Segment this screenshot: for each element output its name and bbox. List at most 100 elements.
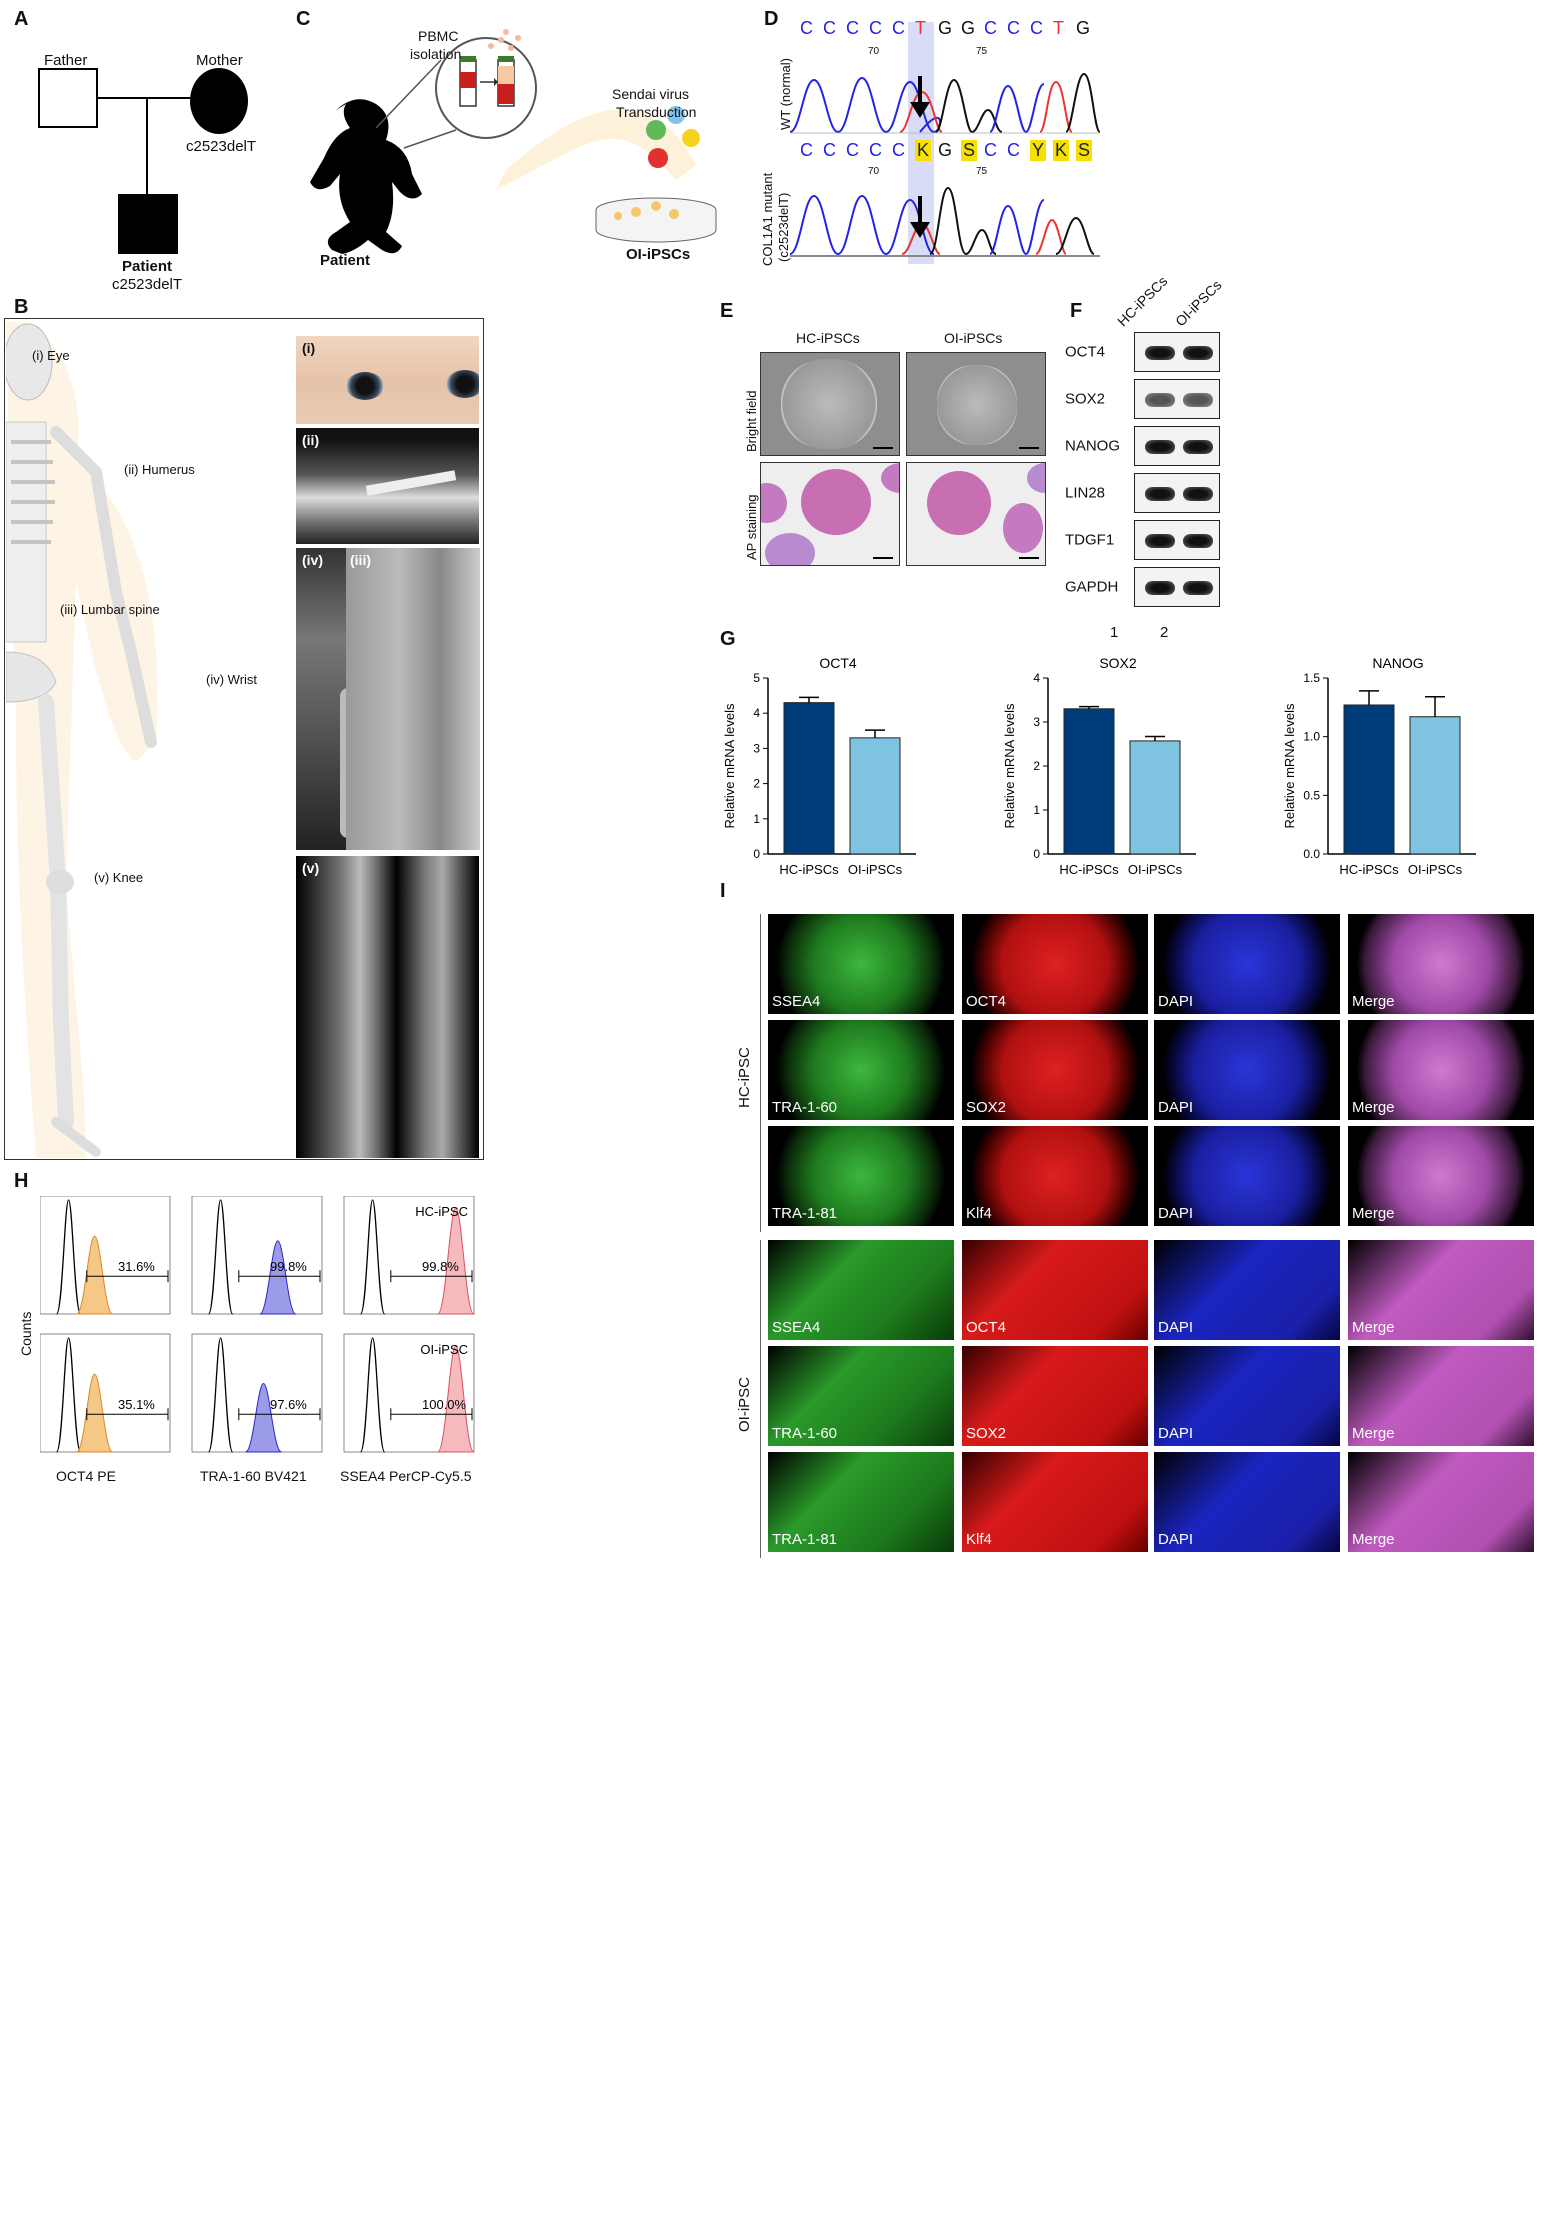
bar-chart-sox2: SOX2 Relative mRNA levels 0 1 2 3 4 HC-iPSCs OI-…: [1002, 655, 1196, 877]
descent-line: [146, 97, 148, 194]
morph-row-ap: AP staining: [744, 494, 759, 560]
panel-label-g: G: [720, 628, 736, 650]
if-image-tra-1-60: TRA-1-60: [768, 1020, 954, 1120]
if-channel-label: DAPI: [1158, 993, 1194, 1010]
morph-col-hc: HC-iPSCs: [796, 330, 860, 346]
blot-label: NANOG: [1065, 437, 1121, 455]
category-label: HC-iPSCs: [779, 862, 839, 877]
blot-band: [1183, 534, 1213, 548]
base-call: C: [869, 18, 882, 38]
if-channel-label: DAPI: [1158, 1319, 1194, 1336]
blot-band: [1145, 581, 1175, 595]
morph-row-bright: Bright field: [744, 390, 759, 452]
oi-group-bracket: [760, 1240, 761, 1558]
flow-frame: [191, 1196, 323, 1315]
blot-band: [1145, 346, 1175, 360]
morph-col-oi: OI-iPSCs: [944, 330, 1003, 346]
isotype-control-trace: [55, 1199, 82, 1315]
blot-tdgf1: TDGF1: [1065, 520, 1220, 560]
virus-icons: [646, 106, 700, 168]
if-image-sox2: SOX2: [962, 1020, 1148, 1120]
y-tick-label: 0: [753, 847, 760, 861]
blot-label: LIN28: [1065, 484, 1106, 502]
flow-histogram: 100.0% OI-iPSC: [343, 1333, 475, 1453]
blot-label: GAPDH: [1065, 578, 1119, 596]
chart-title: OCT4: [819, 655, 857, 671]
if-image-klf4: Klf4: [962, 1126, 1148, 1226]
base-call: C: [869, 140, 882, 160]
blot-label: SOX2: [1065, 390, 1106, 408]
hc-group-bracket: [760, 914, 761, 1232]
if-channel-label: TRA-1-60: [772, 1425, 838, 1442]
bar: [783, 702, 835, 855]
blot-nanog: NANOG: [1065, 426, 1220, 466]
y-tick-label: 0.5: [1303, 788, 1320, 802]
blot-col-oi: OI-iPSCs: [1172, 276, 1225, 330]
xray-label-v: (v): [302, 860, 320, 876]
y-tick-label: 2: [753, 777, 760, 791]
chart-title: NANOG: [1372, 655, 1423, 671]
knee-xray: [296, 856, 479, 1158]
bar: [1343, 704, 1395, 855]
panel-label-d: D: [764, 8, 779, 30]
if-image-merge: Merge: [1348, 1020, 1534, 1120]
qpcr-bar-charts: OCT4 Relative mRNA levels 0 1 2 3 4 5 HC-iPSCs OI…: [722, 655, 1476, 877]
panel-label-c: C: [296, 8, 311, 30]
if-channel-label: SOX2: [966, 1099, 1007, 1116]
base-call: C: [823, 18, 836, 38]
panel-b-frame: [4, 318, 484, 1160]
lane-1: 1: [1110, 624, 1119, 641]
if-channel-label: SOX2: [966, 1425, 1007, 1442]
category-label: OI-iPSCs: [848, 862, 903, 877]
y-tick-label: 1: [1033, 803, 1040, 817]
blot-label: TDGF1: [1065, 531, 1115, 549]
base-call: C: [892, 18, 905, 38]
flow-histogram: 31.6%: [40, 1196, 171, 1315]
flow-xlabel-oct4: OCT4 PE: [56, 1468, 116, 1484]
blot-sox2: SOX2: [1065, 379, 1220, 419]
if-channel-label: OCT4: [966, 993, 1007, 1010]
bar: [1129, 740, 1181, 855]
transduction-label: Transduction: [616, 104, 697, 120]
flow-cytometry-histograms: 31.6% 99.8% 99.8% HC-iPSC 35.1% 97.6% 100.0% OI…: [40, 1196, 475, 1453]
if-channel-label: Merge: [1352, 1425, 1395, 1442]
base-call: Y: [1030, 140, 1047, 161]
isotype-control-trace: [207, 1337, 234, 1453]
marriage-line: [98, 97, 190, 99]
mutant-label-2: (c2523delT): [776, 192, 791, 262]
base-call: K: [1053, 140, 1070, 161]
blot-gapdh: GAPDH: [1065, 567, 1220, 607]
if-image-oct4: OCT4: [962, 1240, 1148, 1340]
patient-mutation: c2523delT: [112, 276, 183, 293]
if-image-dapi: DAPI: [1154, 1240, 1340, 1340]
category-label: HC-iPSCs: [1339, 862, 1399, 877]
chart-title: SOX2: [1099, 655, 1137, 671]
gate-percentage: 99.8%: [422, 1259, 459, 1274]
base-call: T: [1053, 18, 1064, 38]
base-call: C: [846, 140, 859, 160]
skeleton-knee-label: (v) Knee: [94, 870, 144, 885]
base-call: T: [915, 18, 926, 38]
isotype-control-trace: [55, 1337, 82, 1453]
if-image-merge: Merge: [1348, 914, 1534, 1014]
process-arrow: [496, 109, 696, 190]
if-image-ssea4: SSEA4: [768, 914, 954, 1014]
sample-trace: [437, 1345, 475, 1453]
panel-label-i: I: [720, 880, 726, 902]
mutation-arrow-icon: [910, 76, 930, 118]
sample-trace: [437, 1207, 475, 1315]
lumbar-xray: [346, 548, 480, 850]
xray-label-iv: (iv): [302, 552, 323, 568]
isotype-control-trace: [359, 1337, 386, 1453]
blot-band: [1145, 440, 1175, 454]
if-channel-label: DAPI: [1158, 1531, 1194, 1548]
sample-trace: [259, 1240, 297, 1315]
gate-percentage: 35.1%: [118, 1397, 155, 1412]
mutation-arrow-icon: [910, 196, 930, 238]
if-image-merge: Merge: [1348, 1240, 1534, 1340]
if-image-oct4: OCT4: [962, 914, 1148, 1014]
culture-dish: [595, 210, 717, 243]
base-call: G: [1076, 18, 1091, 38]
xray-label-ii: (ii): [302, 432, 320, 448]
panel-label-a: A: [14, 8, 29, 30]
